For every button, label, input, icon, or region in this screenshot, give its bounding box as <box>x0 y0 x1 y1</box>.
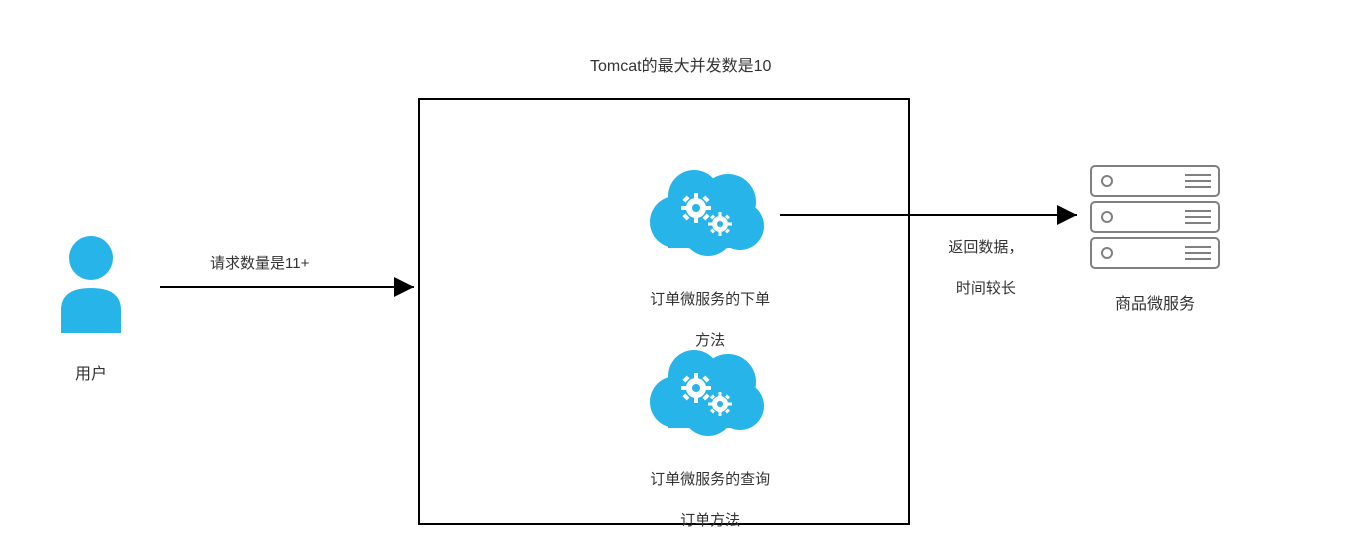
order-query-label-line1: 订单微服务的查询 <box>650 471 770 488</box>
edge-response-label-line2: 时间较长 <box>956 280 1016 297</box>
order-query-label-line2: 订单方法 <box>680 512 740 529</box>
edge-response-label-line1: 返回数据， <box>948 239 1023 256</box>
server-stack-icon <box>1085 160 1225 275</box>
cloud-gears-icon <box>636 340 776 440</box>
user-label: 用户 <box>75 360 107 384</box>
edge-response-label: 返回数据， 时间较长 <box>940 218 1023 299</box>
product-service-label: 商品微服务 <box>1115 290 1195 314</box>
diagram-title: Tomcat的最大并发数是10 <box>590 52 771 76</box>
order-create-label-line1: 订单微服务的下单 <box>650 291 770 308</box>
cloud-gears-icon <box>636 160 776 260</box>
order-query-label: 订单微服务的查询 订单方法 <box>640 450 772 531</box>
order-create-label: 订单微服务的下单 方法 <box>640 270 772 351</box>
edge-request-label: 请求数量是11+ <box>210 252 309 273</box>
user-icon <box>56 228 126 338</box>
